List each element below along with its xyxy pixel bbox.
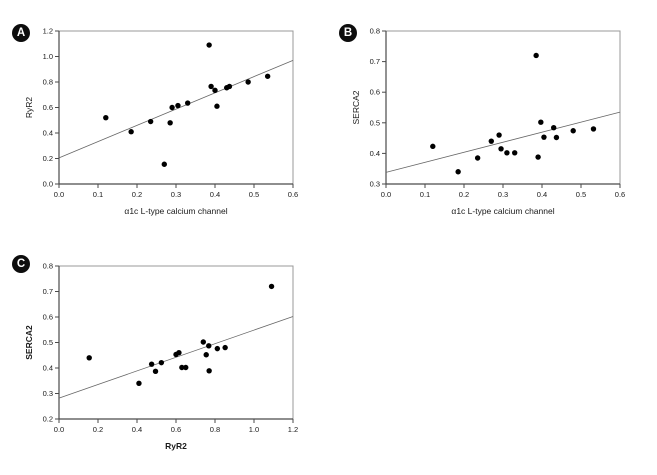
svg-text:0.3: 0.3 (370, 180, 380, 189)
panel-a: A 0.0 0.2 0.4 0.6 0.8 1.0 1.2 0.0 0.1 0.2 0.3 0.4 0.… (0, 0, 330, 235)
panel-a-badge: A (12, 24, 30, 42)
svg-text:0.1: 0.1 (93, 190, 103, 199)
svg-text:RyR2: RyR2 (24, 97, 34, 119)
panel-b: B 0.3 0.4 0.5 0.6 0.7 0.8 0.0 0.1 0.2 0.3 0.4 0.5 0.… (327, 0, 657, 235)
svg-text:0.8: 0.8 (210, 425, 220, 434)
svg-text:0.0: 0.0 (43, 180, 53, 189)
svg-text:0.6: 0.6 (615, 190, 625, 199)
svg-text:0.2: 0.2 (459, 190, 469, 199)
svg-text:0.0: 0.0 (54, 425, 64, 434)
svg-text:0.3: 0.3 (43, 389, 53, 398)
svg-text:0.2: 0.2 (93, 425, 103, 434)
svg-text:0.5: 0.5 (576, 190, 586, 199)
scatter-plot-ryr2-vs-a1c: 0.0 0.2 0.4 0.6 0.8 1.0 1.2 0.0 0.1 0.2 0.3 0.4 0.5 0… (0, 0, 330, 235)
svg-text:0.6: 0.6 (43, 313, 53, 322)
scatter-plot-serca2-vs-a1c: 0.3 0.4 0.5 0.6 0.7 0.8 0.0 0.1 0.2 0.3 0.4 0.5 0.6 S… (327, 0, 657, 235)
svg-text:0.5: 0.5 (370, 118, 380, 127)
svg-text:0.2: 0.2 (132, 190, 142, 199)
svg-text:0.3: 0.3 (171, 190, 181, 199)
svg-text:0.6: 0.6 (171, 425, 181, 434)
svg-text:0.4: 0.4 (43, 129, 53, 138)
panel-b-badge: B (339, 24, 357, 42)
svg-text:0.2: 0.2 (43, 154, 53, 163)
svg-text:0.1: 0.1 (420, 190, 430, 199)
svg-text:0.4: 0.4 (370, 149, 380, 158)
svg-text:0.6: 0.6 (370, 88, 380, 97)
svg-text:SERCA2: SERCA2 (351, 90, 361, 124)
svg-text:α1c L-type calcium channel: α1c L-type calcium channel (451, 206, 554, 216)
svg-text:1.0: 1.0 (249, 425, 259, 434)
svg-text:0.4: 0.4 (210, 190, 220, 199)
svg-text:0.5: 0.5 (43, 338, 53, 347)
panel-c: C 0.2 0.3 0.4 0.5 0.6 0.7 0.8 0.0 0.2 0.4 0.6 0.8 1.… (0, 235, 330, 470)
svg-text:α1c L-type calcium channel: α1c L-type calcium channel (124, 206, 227, 216)
svg-text:SERCA2: SERCA2 (24, 325, 34, 360)
svg-text:0.0: 0.0 (54, 190, 64, 199)
svg-text:0.6: 0.6 (43, 103, 53, 112)
svg-text:0.5: 0.5 (249, 190, 259, 199)
svg-text:0.7: 0.7 (370, 57, 380, 66)
scatter-plot-serca2-vs-ryr2: 0.2 0.3 0.4 0.5 0.6 0.7 0.8 0.0 0.2 0.4 0.6 0.8 1.0 1… (0, 235, 330, 470)
svg-text:0.7: 0.7 (43, 287, 53, 296)
svg-text:1.0: 1.0 (43, 52, 53, 61)
svg-text:0.4: 0.4 (537, 190, 547, 199)
svg-text:0.4: 0.4 (132, 425, 142, 434)
svg-text:0.8: 0.8 (43, 262, 53, 271)
panel-c-badge: C (12, 255, 30, 273)
svg-text:0.6: 0.6 (288, 190, 298, 199)
svg-text:0.2: 0.2 (43, 415, 53, 424)
svg-text:0.8: 0.8 (43, 78, 53, 87)
svg-text:1.2: 1.2 (43, 27, 53, 36)
svg-text:RyR2: RyR2 (165, 441, 187, 451)
svg-text:0.4: 0.4 (43, 364, 53, 373)
svg-text:0.3: 0.3 (498, 190, 508, 199)
svg-text:0.0: 0.0 (381, 190, 391, 199)
svg-text:0.8: 0.8 (370, 27, 380, 36)
svg-text:1.2: 1.2 (288, 425, 298, 434)
